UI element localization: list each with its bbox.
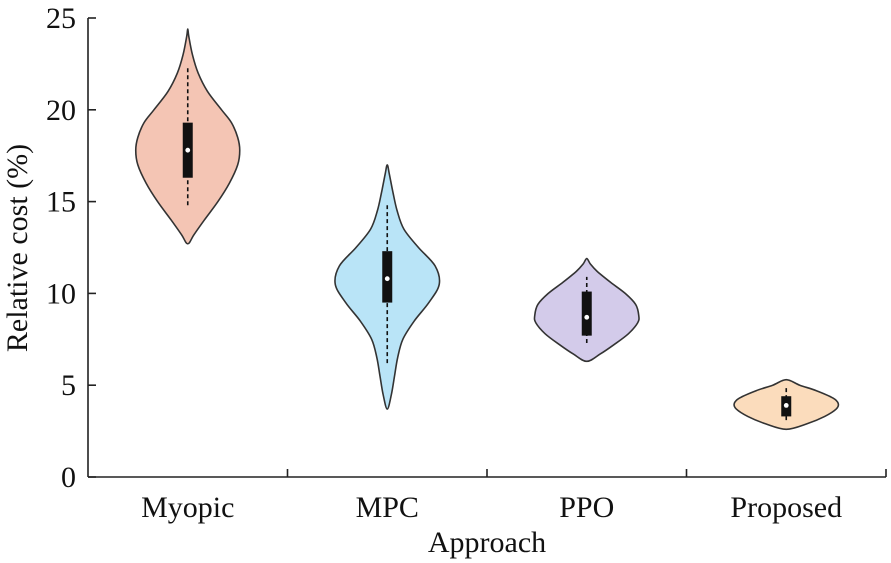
x-axis: Myopic MPC PPO Proposed	[88, 469, 887, 524]
violin-median-point	[384, 276, 390, 282]
y-tick-label: 0	[61, 461, 76, 494]
x-tick-label: PPO	[559, 491, 614, 524]
y-tick-label: 10	[46, 277, 76, 310]
violin-median-point	[584, 314, 590, 320]
x-tick-label: Myopic	[141, 491, 234, 524]
violin-group	[733, 378, 840, 431]
y-axis-title: Relative cost (%)	[1, 144, 34, 352]
violin-median-point	[185, 147, 191, 153]
y-tick-label: 5	[61, 369, 76, 402]
y-tick-label: 25	[46, 2, 76, 35]
violins-layer	[134, 28, 840, 431]
x-tick-label: Proposed	[730, 491, 842, 524]
violin-group	[533, 257, 640, 363]
y-tick-label: 15	[46, 186, 76, 219]
x-axis-title: Approach	[428, 526, 546, 559]
y-tick-label: 20	[46, 94, 76, 127]
violin-group	[134, 28, 241, 245]
y-axis: 0 5 10 15 20 25	[46, 2, 96, 494]
x-tick-label: MPC	[356, 491, 419, 524]
violin-group	[334, 164, 441, 410]
violin-iqr-box	[581, 291, 592, 336]
violin-median-point	[783, 402, 789, 408]
